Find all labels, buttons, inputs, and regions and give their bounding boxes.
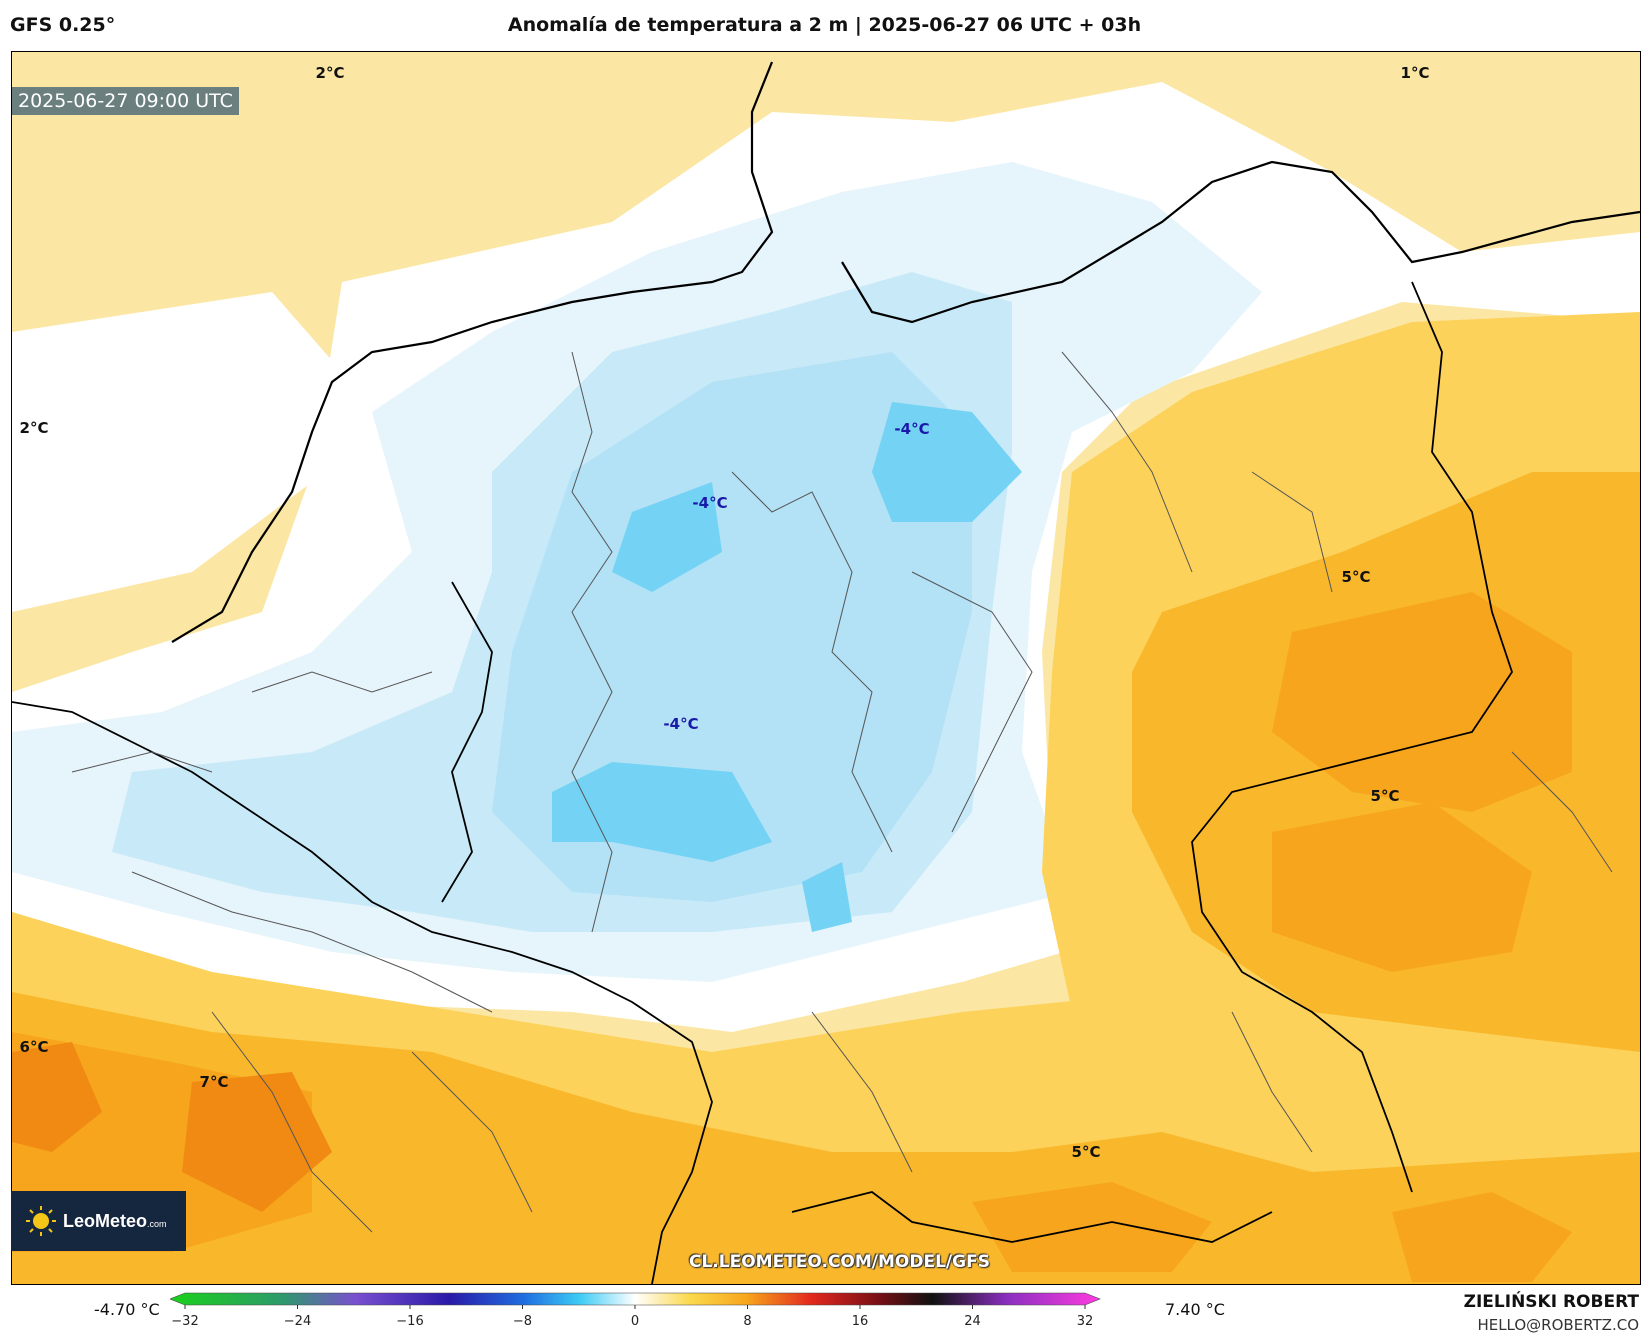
model-label: GFS 0.25° (10, 14, 116, 36)
sun-icon (26, 1206, 56, 1236)
colorbar-tick-label: 16 (852, 1314, 869, 1329)
colorbar-tick-label: 24 (964, 1314, 981, 1329)
contour-label: 6°C (19, 1038, 49, 1056)
map-panel: 2025-06-27 09:00 UTC 2°C 1°C 2°C -4°C -4… (11, 51, 1641, 1285)
colorbar-tick-label: 0 (631, 1314, 639, 1329)
contour-label: 5°C (1071, 1143, 1101, 1161)
colorbar-scale: −32 −24 −16 −8 0 8 16 24 32 (170, 1292, 1101, 1329)
contour-label: 2°C (315, 64, 345, 82)
source-url-watermark: CL.LEOMETEO.COM/MODEL/GFS (689, 1252, 990, 1272)
logo-text: LeoMeteo.com (63, 1210, 167, 1231)
author-credit: ZIELIŃSKI ROBERT (1463, 1292, 1639, 1312)
colorbar-tick-label: −24 (284, 1314, 311, 1329)
contour-label: 5°C (1370, 787, 1400, 805)
colorbar-min-label: -4.70 °C (94, 1300, 160, 1319)
colorbar: -4.70 °C −32 −24 −16 −8 0 8 16 24 32 7.40 (0, 1292, 1649, 1340)
colorbar-max-label: 7.40 °C (1165, 1300, 1225, 1319)
contour-label: -4°C (663, 715, 699, 733)
chart-title: Anomalía de temperatura a 2 m | 2025-06-… (507, 14, 1142, 36)
contour-label: 2°C (19, 419, 49, 437)
contour-label: -4°C (692, 494, 728, 512)
anomaly-map (12, 52, 1640, 1284)
leometeo-logo: LeoMeteo.com (11, 1191, 186, 1251)
contour-label: 5°C (1341, 568, 1371, 586)
colorbar-tick-label: −32 (171, 1314, 198, 1329)
contour-label: 1°C (1400, 64, 1430, 82)
colorbar-tick-label: 32 (1077, 1314, 1094, 1329)
contour-label: 7°C (199, 1073, 229, 1091)
author-email: HELLO@ROBERTZ.CO (1477, 1316, 1639, 1334)
colorbar-tick-label: −8 (513, 1314, 532, 1329)
valid-time-badge: 2025-06-27 09:00 UTC (12, 87, 239, 115)
colorbar-tick-label: −16 (396, 1314, 423, 1329)
contour-label: -4°C (894, 420, 930, 438)
colorbar-tick-label: 8 (743, 1314, 751, 1329)
